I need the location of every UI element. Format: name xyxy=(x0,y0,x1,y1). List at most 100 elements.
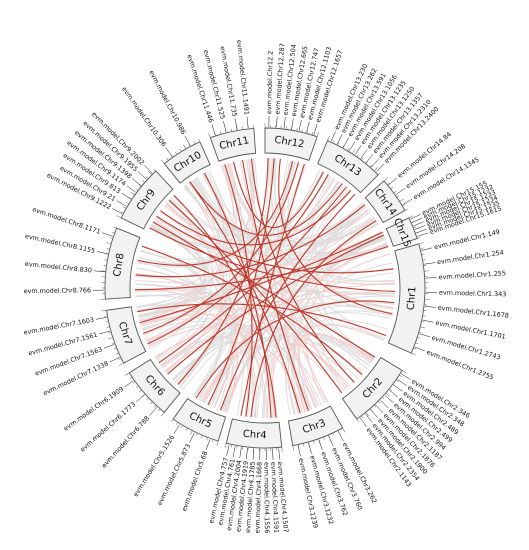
gene-label-leader xyxy=(384,395,394,403)
scale-tick xyxy=(281,447,283,453)
scale-tick xyxy=(135,385,139,388)
scale-tick xyxy=(369,164,373,168)
background-link xyxy=(308,177,386,255)
gene-label-leader xyxy=(365,413,373,423)
scale-tick xyxy=(420,326,426,329)
gene-label-leader xyxy=(205,439,211,450)
gene-label-leader xyxy=(149,407,158,416)
gene-link xyxy=(135,204,366,278)
gene-link xyxy=(149,227,395,292)
gene-label-leader xyxy=(413,221,424,227)
scale-tick xyxy=(201,435,203,439)
scale-tick xyxy=(323,436,325,440)
gene-label-leader xyxy=(365,153,374,163)
scale-tick xyxy=(413,347,417,350)
gene-link xyxy=(135,245,389,291)
gene-link xyxy=(241,159,309,411)
gene-label-leader xyxy=(397,379,407,386)
chromosome-label: Chr4 xyxy=(242,429,267,442)
scale-tick xyxy=(100,270,106,272)
scale-tick xyxy=(135,188,139,191)
scale-tick xyxy=(146,397,149,401)
gene-label-leader xyxy=(109,357,120,363)
background-link xyxy=(200,346,304,413)
scale-tick xyxy=(327,135,330,141)
gene-label: evm.model.Chr4.1556 xyxy=(262,462,271,533)
scale-tick xyxy=(175,151,178,155)
background-link xyxy=(261,237,386,418)
scale-tick xyxy=(377,400,381,404)
gene-label-leader xyxy=(414,346,426,352)
chromosome-arc xyxy=(364,180,406,224)
background-link xyxy=(169,198,227,401)
scale-tick xyxy=(106,242,112,245)
scale-tick xyxy=(365,412,370,417)
scale-tick xyxy=(395,379,399,382)
gene-label-leader xyxy=(211,124,216,135)
scale-tick xyxy=(160,159,165,164)
scale-tick xyxy=(129,197,132,200)
chromosome-block-chr12: Chr12 xyxy=(264,123,320,161)
scale-tick xyxy=(301,129,303,133)
chromosome-arc xyxy=(341,356,403,420)
gene-label: evm.model.Chr1.1678 xyxy=(437,304,509,320)
gene-label-leader xyxy=(370,409,379,418)
gene-label-leader xyxy=(189,432,195,443)
gene-link xyxy=(220,193,356,411)
scale-tick xyxy=(132,381,136,384)
gene-label-leader xyxy=(95,317,107,320)
scale-tick xyxy=(106,326,110,328)
scale-tick xyxy=(351,149,356,154)
gene-label: evm.model.Chr8.830 xyxy=(24,260,92,275)
scale-tick xyxy=(356,418,359,422)
scale-tick xyxy=(418,242,424,245)
scale-tick xyxy=(332,140,335,144)
scale-tick xyxy=(224,443,227,449)
gene-label-leader xyxy=(173,424,180,434)
scale-tick xyxy=(399,374,402,378)
gene-label-leader xyxy=(410,214,421,220)
scale-tick xyxy=(138,184,142,187)
scale-tick xyxy=(189,430,193,436)
gene-link xyxy=(167,234,384,375)
gene-link xyxy=(278,158,393,315)
scale-tick xyxy=(166,157,169,161)
scale-tick xyxy=(404,208,408,211)
chromosome-ring: Chr1Chr2Chr3Chr4Chr5Chr6Chr7Chr8Chr9Chr1… xyxy=(100,123,430,453)
scale-tick xyxy=(118,357,122,360)
gene-label-leader xyxy=(226,444,230,456)
scale-tick xyxy=(123,206,127,209)
scale-tick xyxy=(195,432,198,436)
gene-label-leader xyxy=(234,118,238,130)
chromosome-block-chr15: Chr15 xyxy=(385,215,421,249)
chromosome-arc xyxy=(225,418,283,449)
gene-label-leader xyxy=(375,404,384,414)
gene-label-leader xyxy=(184,135,191,146)
scale-tick xyxy=(154,405,157,408)
gene-label-leader xyxy=(416,228,427,234)
background-link xyxy=(208,180,339,406)
gene-label-leader xyxy=(425,277,437,279)
chromosome-arc xyxy=(287,405,344,447)
scale-tick xyxy=(316,131,320,137)
background-link xyxy=(188,182,365,242)
gene-label-leader xyxy=(417,232,429,237)
background-link xyxy=(164,337,238,413)
background-link xyxy=(322,244,388,359)
gene-label-leader xyxy=(291,118,294,130)
scale-tick xyxy=(185,427,188,431)
gene-label-leader xyxy=(402,198,413,205)
scale-tick xyxy=(180,424,183,428)
gene-label-leader xyxy=(239,447,242,459)
scale-tick xyxy=(296,128,298,132)
scale-tick xyxy=(120,211,124,214)
scale-tick xyxy=(142,180,145,183)
scale-tick xyxy=(389,388,392,391)
background-link xyxy=(298,333,373,409)
background-link xyxy=(140,312,208,361)
gene-label-leader xyxy=(126,185,136,193)
scale-tick xyxy=(337,142,340,146)
gene-label-leader xyxy=(389,389,399,398)
background-link xyxy=(196,176,370,367)
scale-tick xyxy=(130,191,135,196)
